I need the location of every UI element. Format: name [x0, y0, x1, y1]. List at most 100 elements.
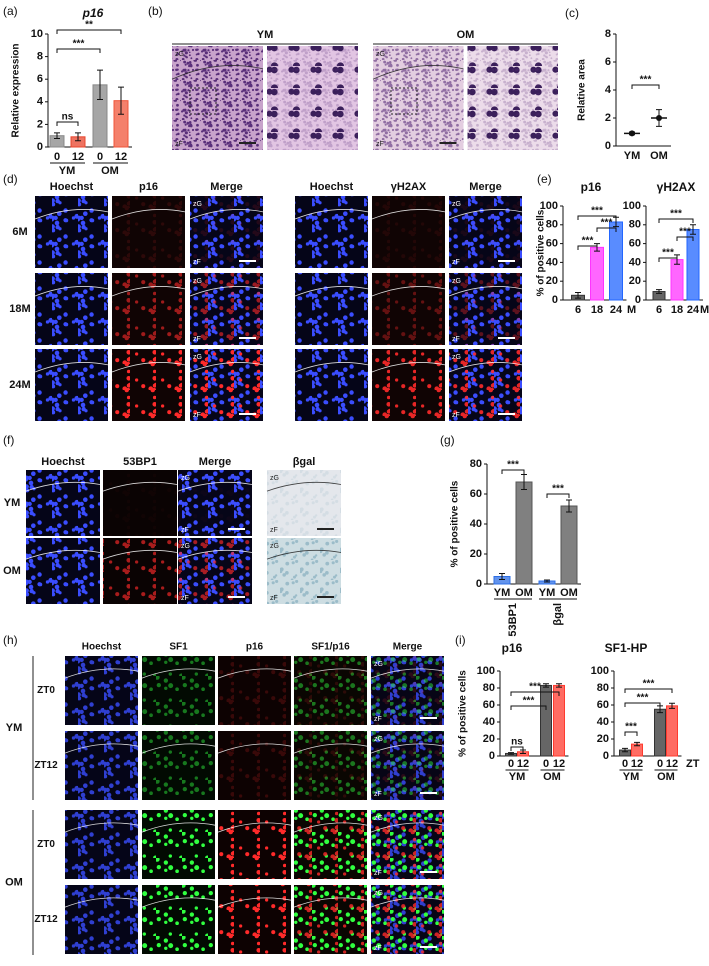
significance-bracket	[577, 245, 598, 250]
row-label: 6M	[12, 226, 27, 238]
row-label: YM	[4, 497, 21, 509]
error-bar	[75, 132, 81, 142]
zone-boundary	[64, 668, 139, 679]
zone-boundary	[102, 549, 178, 560]
x-tick-label: 24	[610, 304, 623, 316]
group-label: YM	[509, 771, 526, 783]
zone-label: zF	[452, 412, 460, 419]
zone-boundary	[370, 668, 445, 679]
x-tick-label: 12	[72, 151, 84, 163]
zone-boundary	[64, 897, 139, 908]
stain-layer	[371, 731, 444, 800]
bar	[654, 708, 666, 757]
error-bar	[54, 132, 60, 140]
zone-boundary	[448, 362, 523, 373]
micrograph	[103, 470, 177, 536]
inset-box	[189, 87, 217, 115]
panel-label: (e)	[537, 172, 552, 186]
stain-layer	[295, 196, 368, 268]
stain-layer	[190, 196, 263, 268]
zone-boundary	[293, 668, 368, 679]
zone-label: zF	[270, 595, 278, 602]
x-tick-label: 0	[54, 151, 60, 163]
zone-label: zG	[452, 201, 461, 208]
y-tick-label: 80	[483, 682, 495, 694]
zone-boundary	[189, 209, 264, 220]
error-bar	[575, 291, 581, 299]
stain-layer	[178, 470, 252, 536]
zone-label: zF	[193, 336, 201, 343]
x-tick-label: 12	[666, 758, 678, 770]
significance-label: ***	[637, 693, 649, 704]
panel-label: (g)	[440, 433, 455, 447]
zone-boundary	[111, 362, 186, 373]
y-tick-label: 40	[546, 256, 558, 268]
row-label: ZT12	[34, 760, 58, 771]
column-header: Merge	[469, 181, 501, 193]
error-bar	[629, 131, 635, 136]
significance-bracket	[546, 493, 570, 498]
y-tick-label: 4	[605, 84, 612, 96]
y-tick-label: 0	[605, 140, 611, 152]
stain-layer	[294, 885, 367, 954]
significance-bracket	[631, 84, 660, 89]
error-bar	[521, 474, 527, 490]
stain-layer	[190, 349, 263, 421]
error-bar	[543, 683, 549, 688]
zone-boundary	[370, 897, 445, 908]
zone-boundary	[266, 481, 342, 492]
x-tick-label: OM	[560, 587, 578, 599]
significance-label: ***	[601, 218, 613, 229]
significance-bracket	[676, 236, 694, 241]
stain-layer	[35, 273, 108, 345]
x-tick-label: 18	[591, 304, 603, 316]
error-bar	[508, 752, 514, 755]
zone-boundary	[171, 65, 264, 80]
stain-layer	[142, 731, 215, 800]
zone-label: zG	[193, 278, 202, 285]
significance-label: ***	[662, 248, 674, 259]
zone-boundary	[371, 362, 446, 373]
zone-boundary	[370, 822, 445, 833]
significance-bracket	[658, 257, 678, 262]
zone-boundary	[293, 743, 368, 754]
x-tick-label: OM	[650, 150, 668, 162]
y-axis-label: Relative expression	[11, 44, 22, 138]
y-axis-label: % of positive cells	[458, 670, 469, 757]
y-tick-label: 100	[540, 200, 558, 212]
zone-label: zF	[452, 336, 460, 343]
significance-bracket	[510, 691, 560, 696]
chart-title: p16	[82, 6, 104, 20]
zone-label: zG	[181, 543, 190, 550]
y-tick-label: 100	[623, 200, 641, 212]
zone-label: zG	[193, 354, 202, 361]
stain-layer	[112, 196, 185, 268]
row-label: 24M	[9, 379, 30, 391]
y-tick-label: 40	[597, 716, 609, 728]
error-bar	[690, 224, 696, 235]
significance-bracket	[510, 746, 524, 751]
significance-bracket	[56, 29, 122, 34]
stain-layer	[65, 656, 138, 725]
zone-boundary	[294, 209, 369, 220]
stain-layer	[449, 273, 522, 345]
error-bar	[499, 573, 505, 580]
x-tick-label: 12	[517, 758, 529, 770]
zone-label: zG	[374, 661, 383, 668]
zone-label: zG	[376, 51, 385, 58]
zone-boundary	[64, 743, 139, 754]
stain-layer	[218, 731, 291, 800]
bar	[666, 705, 678, 757]
error-bar	[544, 579, 550, 583]
zone-boundary	[371, 209, 446, 220]
column-header: SF1	[169, 642, 188, 653]
zone-boundary	[64, 822, 139, 833]
y-tick-label: 40	[629, 256, 641, 268]
group-label: OM	[657, 771, 675, 783]
significance-bracket	[624, 702, 661, 707]
significance-bracket	[658, 218, 694, 223]
zone-label: zF	[193, 412, 201, 419]
y-tick-label: 6	[605, 56, 611, 68]
error-bar	[118, 86, 124, 115]
zone-label: zG	[193, 201, 202, 208]
